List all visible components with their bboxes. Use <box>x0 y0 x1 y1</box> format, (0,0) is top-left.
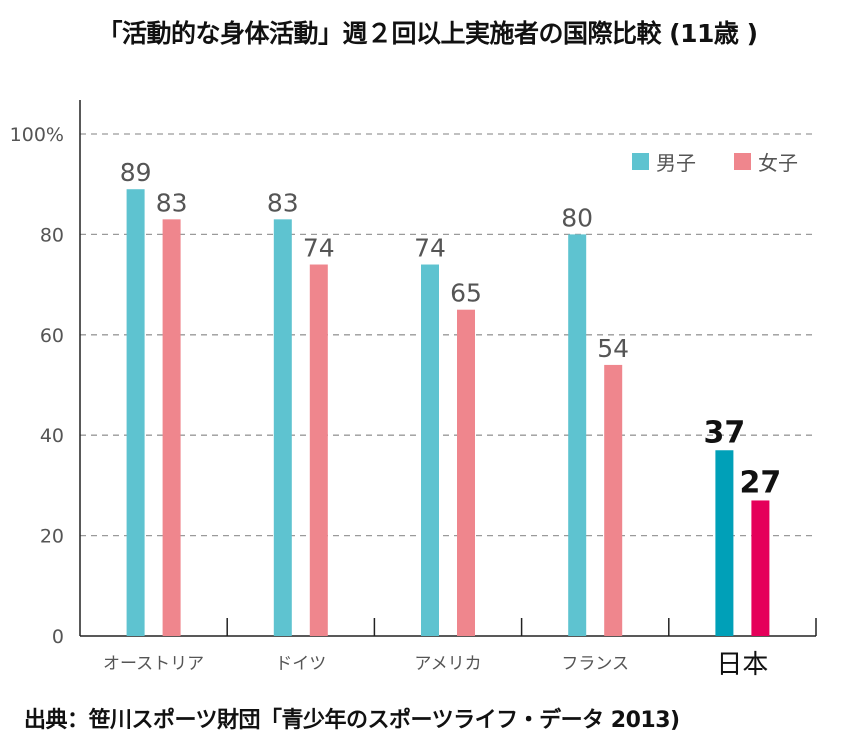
legend-label: 女子 <box>758 151 798 175</box>
source-note: 出典：笹川スポーツ財団「青少年のスポーツライフ・データ 2013) <box>24 708 680 733</box>
bar-female <box>751 500 770 636</box>
data-label: 74 <box>303 234 335 263</box>
bar-male <box>273 219 292 636</box>
y-tick-label: 0 <box>52 626 64 648</box>
legend-swatch <box>632 153 649 170</box>
data-label: 80 <box>561 203 593 232</box>
y-tick-label: 40 <box>40 425 64 447</box>
y-tick-label: 20 <box>40 526 64 548</box>
legend-swatch <box>734 153 751 170</box>
chart-title: 「活動的な身体活動」週２回以上実施者の国際比較 (11歳 ) <box>97 19 758 48</box>
bar-female <box>604 364 623 636</box>
data-label: 65 <box>450 279 482 308</box>
bar-male <box>126 189 145 636</box>
bar-female <box>457 309 475 636</box>
data-label: 83 <box>267 188 299 217</box>
bar-female <box>309 264 328 636</box>
legend-label: 男子 <box>656 151 696 175</box>
data-label: 89 <box>120 158 152 187</box>
x-category-label: ドイツ <box>275 654 326 674</box>
data-label: 83 <box>156 188 188 217</box>
data-label: 27 <box>740 465 782 500</box>
bar-female <box>162 219 181 636</box>
y-tick-label: 60 <box>40 325 64 347</box>
bar-male <box>421 264 439 636</box>
y-tick-label: 80 <box>40 224 64 246</box>
x-category-label: フランス <box>561 654 629 674</box>
data-label: 54 <box>597 334 629 363</box>
bar-male <box>715 450 734 636</box>
data-label: 74 <box>414 234 446 263</box>
data-label: 37 <box>704 415 746 450</box>
x-category-label: 日本 <box>716 650 768 680</box>
x-category-label: アメリカ <box>414 654 481 674</box>
bar-male <box>568 234 587 636</box>
y-tick-label: 100% <box>10 124 64 146</box>
x-category-label: オーストリア <box>103 654 204 674</box>
